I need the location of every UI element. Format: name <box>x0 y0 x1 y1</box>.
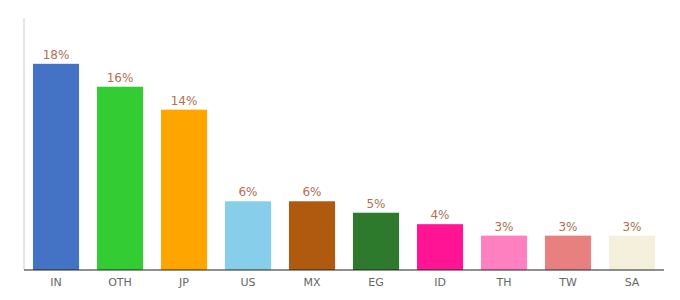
bar <box>417 224 463 270</box>
y-axis-line <box>24 18 25 270</box>
data-label: 18% <box>43 48 70 62</box>
page: {"chart_data": {"type": "bar", "categori… <box>0 0 680 300</box>
bar <box>609 236 655 270</box>
bars <box>33 64 655 270</box>
x-tick-label: MX <box>303 276 320 289</box>
bar <box>97 87 143 270</box>
bar <box>289 201 335 270</box>
x-axis-line <box>24 269 664 270</box>
data-label: 4% <box>430 208 449 222</box>
x-tick-label: IN <box>50 276 61 289</box>
bar <box>33 64 79 270</box>
bar <box>225 201 271 270</box>
x-tick-label: SA <box>625 276 640 289</box>
bar <box>481 236 527 270</box>
x-tick-label: TW <box>558 276 577 289</box>
x-tick-label: EG <box>368 276 383 289</box>
data-label: 16% <box>107 71 134 85</box>
bar <box>545 236 591 270</box>
data-label: 3% <box>558 220 577 234</box>
x-tick-label: JP <box>178 276 189 289</box>
x-tick-label: US <box>240 276 255 289</box>
x-tick-label: OTH <box>108 276 132 289</box>
data-label: 14% <box>171 94 198 108</box>
data-label: 6% <box>302 185 321 199</box>
bar <box>353 213 399 270</box>
chart-svg: IN OTH JP US MX EG ID TH TW SA 18% 16% 14% 6% 6% 5% 4% 3%… <box>0 0 680 300</box>
data-label: 6% <box>238 185 257 199</box>
data-label: 3% <box>622 220 641 234</box>
data-label: 5% <box>366 197 385 211</box>
x-tick-label: TH <box>496 276 512 289</box>
bar <box>161 110 207 270</box>
x-tick-label: ID <box>434 276 446 289</box>
data-label: 3% <box>494 220 513 234</box>
chart-container: IN OTH JP US MX EG ID TH TW SA 18% 16% 14% 6% 6% 5% 4% 3%… <box>0 0 680 300</box>
